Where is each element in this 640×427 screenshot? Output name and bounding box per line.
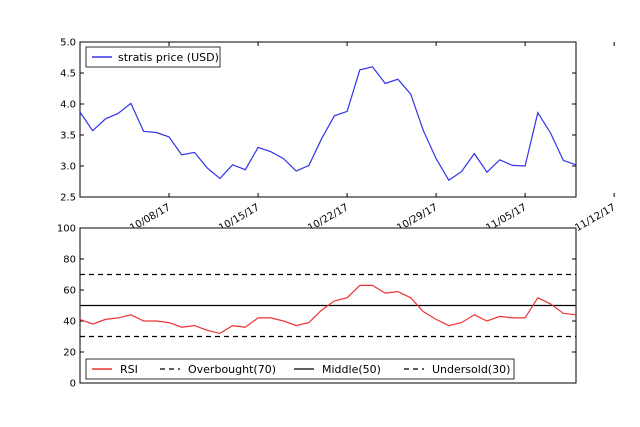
price-y-tick-label: 4.0	[60, 100, 76, 111]
price-legend-box	[85, 46, 221, 68]
rsi-chart-panel: 0 20 40 60 80 100 RSI Overbought(70) Middle(5…	[57, 224, 577, 390]
rsi-y-tick-label: 100	[57, 224, 76, 235]
middle-legend-label: Middle(50)	[322, 363, 381, 376]
rsi-y-tick-label: 40	[63, 317, 76, 328]
price-legend-label: stratis price (USD)	[118, 51, 219, 64]
undersold-legend-label: Undersold(30)	[432, 363, 510, 376]
price-y-tick-label: 5.0	[60, 38, 76, 49]
price-chart-panel: 2.53.03.54.04.55.0 10/08/17 10/15/17 10/22…	[60, 38, 618, 235]
price-plot-frame	[79, 41, 577, 198]
overbought-legend-label: Overbought(70)	[188, 363, 276, 376]
rsi-y-tick-label: 20	[63, 348, 76, 359]
rsi-legend: RSI Overbought(70) Middle(50) Undersold(…	[85, 358, 515, 380]
rsi-y-tick-label: 0	[70, 379, 76, 390]
price-y-tick-label: 3.5	[60, 131, 76, 142]
price-y-tick-label: 4.5	[60, 69, 76, 80]
price-y-axis-ticks: 2.5 3.0 3.5 4.0 4.5 5.0	[60, 38, 576, 204]
price-legend: stratis price (USD)	[85, 46, 221, 68]
rsi-series-line	[79, 284, 577, 335]
price-x-tick-label: 11/12/17	[573, 202, 617, 234]
price-series-line	[79, 66, 577, 182]
rsi-y-tick-label: 80	[63, 255, 76, 266]
price-y-tick-label: 3.0	[60, 162, 76, 173]
rsi-y-axis-ticks: 0 20 40 60 80 100	[57, 224, 576, 390]
rsi-legend-label: RSI	[120, 363, 138, 376]
price-y-tick-label: 2.5	[60, 193, 76, 204]
rsi-y-tick-label: 60	[63, 286, 76, 297]
